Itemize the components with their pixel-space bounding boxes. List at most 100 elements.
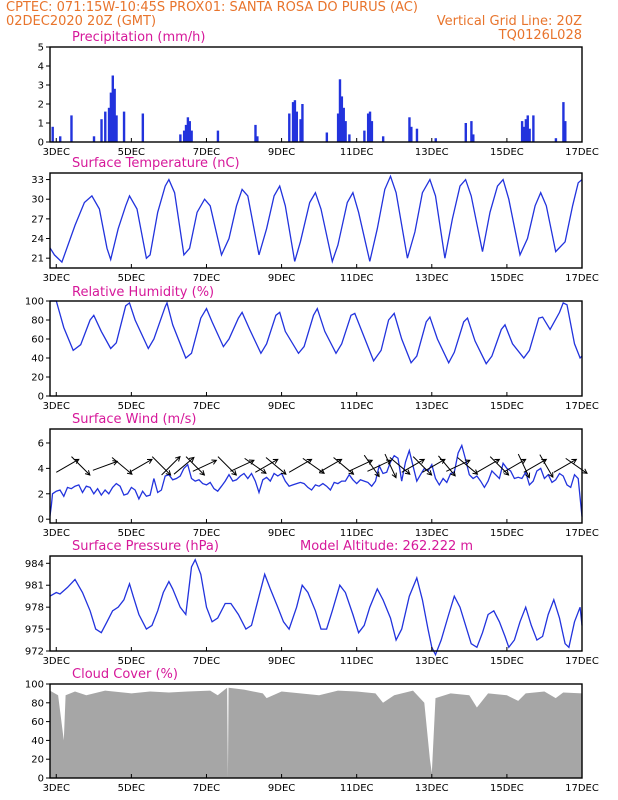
y-tick-label: 6	[38, 438, 44, 449]
x-tick-label: 3DEC	[43, 273, 70, 284]
x-tick-label: 15DEC	[490, 528, 524, 539]
x-tick-label: 11DEC	[340, 656, 374, 667]
y-tick-label: 33	[31, 175, 44, 186]
wind-arrow	[348, 459, 373, 472]
y-tick-label: 24	[31, 234, 44, 245]
y-tick-label: 0	[38, 138, 44, 149]
y-tick-label: 80	[31, 698, 44, 709]
precip-bar	[216, 130, 220, 142]
x-tick-label: 17DEC	[565, 656, 599, 667]
y-tick-label: 0	[38, 392, 44, 403]
precip-bar	[528, 128, 531, 142]
precip-bar	[188, 121, 191, 142]
x-tick-label: 7DEC	[193, 273, 220, 284]
precip-bar	[408, 117, 411, 142]
x-tick-label: 13DEC	[415, 147, 449, 158]
x-tick-label: 11DEC	[340, 273, 374, 284]
wind-arrow	[129, 458, 153, 473]
wind-arrow	[56, 458, 80, 473]
x-tick-label: 13DEC	[415, 783, 449, 794]
wind-arrow	[553, 458, 577, 473]
precip-bar	[338, 79, 342, 142]
y-tick-label: 100	[25, 297, 44, 308]
x-tick-label: 3DEC	[43, 656, 70, 667]
wind-arrow	[192, 459, 217, 472]
wind-frame	[49, 428, 583, 524]
precip-bar	[526, 115, 529, 142]
y-tick-label: 4	[38, 62, 44, 73]
wind-arrow	[457, 457, 478, 475]
humidity-line	[49, 300, 583, 365]
wind-title: Surface Wind (m/s)	[72, 412, 196, 427]
y-tick-label: 40	[31, 736, 44, 747]
x-tick-label: 13DEC	[415, 656, 449, 667]
y-tick-label: 0	[38, 515, 44, 526]
wind-arrow-head	[548, 472, 554, 478]
x-tick-label: 5DEC	[118, 401, 145, 412]
wind-arrow-head	[426, 470, 433, 476]
precip-bar	[288, 113, 291, 142]
precip-bar	[336, 113, 340, 142]
x-tick-label: 3DEC	[43, 783, 70, 794]
wind-arrow	[438, 455, 456, 477]
model-altitude-label: Model Altitude: 262.222 m	[300, 539, 473, 554]
precip-bar	[370, 121, 374, 142]
x-tick-label: 5DEC	[118, 656, 145, 667]
x-tick-label: 17DEC	[565, 783, 599, 794]
x-tick-label: 11DEC	[340, 147, 374, 158]
x-tick-label: 13DEC	[415, 273, 449, 284]
precip-bar	[415, 128, 419, 142]
precip-bar	[186, 117, 190, 142]
wind-arrow	[333, 457, 354, 475]
precipitation-frame	[49, 46, 583, 143]
precip-bar	[51, 126, 54, 142]
pressure-title: Surface Pressure (hPa)	[72, 539, 219, 554]
x-tick-label: 15DEC	[490, 401, 524, 412]
precip-bar	[141, 113, 145, 142]
precip-bar	[111, 75, 114, 142]
y-tick-label: 984	[25, 559, 44, 570]
wind-arrow-head	[472, 469, 479, 475]
wind-arrow	[288, 458, 312, 473]
humidity-frame	[49, 300, 583, 397]
x-tick-label: 5DEC	[118, 783, 145, 794]
wind-arrow-head	[404, 469, 411, 475]
wind-arrow	[363, 454, 380, 477]
wind-arrow	[71, 456, 91, 476]
y-tick-label: 60	[31, 717, 44, 728]
x-tick-label: 13DEC	[415, 528, 449, 539]
wind-arrow	[489, 456, 509, 476]
y-tick-label: 5	[38, 43, 44, 54]
temperature-title: Surface Temperature (nC)	[72, 156, 240, 171]
precip-bar	[532, 115, 535, 142]
wind-arrow-head	[165, 470, 172, 476]
cloud-panel: Cloud Cover (%) 0 20 40 60 80 100 3DEC 5DEC 7DEC 9…	[25, 667, 599, 794]
wind-arrow	[401, 458, 425, 473]
x-tick-label: 9DEC	[268, 401, 295, 412]
precip-bar	[115, 115, 118, 142]
x-tick-label: 3DEC	[43, 147, 70, 158]
header-grid-line: Vertical Grid Line: 20Z	[437, 14, 582, 29]
x-tick-label: 15DEC	[490, 783, 524, 794]
wind-arrow	[502, 458, 526, 473]
wind-arrow-head	[391, 472, 397, 479]
precipitation-panel: Precipitation (mm/h) 0 1 2 3 4 5 3DEC 5DEC 7DEC 9D…	[38, 30, 599, 158]
y-tick-label: 80	[31, 316, 44, 327]
temperature-panel: Surface Temperature (nC) 21 24 27 30 33 3DEC 5D…	[31, 156, 599, 284]
header-model-id: TQ0126L028	[498, 28, 582, 43]
x-tick-label: 7DEC	[193, 147, 220, 158]
humidity-panel: Relative Humidity (%) 0 20 40 60 80 100 3DEC 5DE…	[25, 285, 599, 412]
precip-bar	[179, 134, 182, 142]
wind-arrow-head	[84, 470, 91, 476]
x-tick-label: 3DEC	[43, 528, 70, 539]
wind-arrow	[422, 458, 446, 473]
wind-arrow	[412, 456, 432, 476]
wind-arrow	[389, 457, 411, 475]
y-tick-label: 2	[38, 489, 44, 500]
y-tick-label: 20	[31, 373, 44, 384]
precip-bar	[184, 124, 188, 142]
precip-bar	[256, 136, 259, 142]
wind-arrow	[161, 456, 181, 476]
y-tick-label: 20	[31, 755, 44, 766]
precip-bar	[190, 130, 193, 142]
